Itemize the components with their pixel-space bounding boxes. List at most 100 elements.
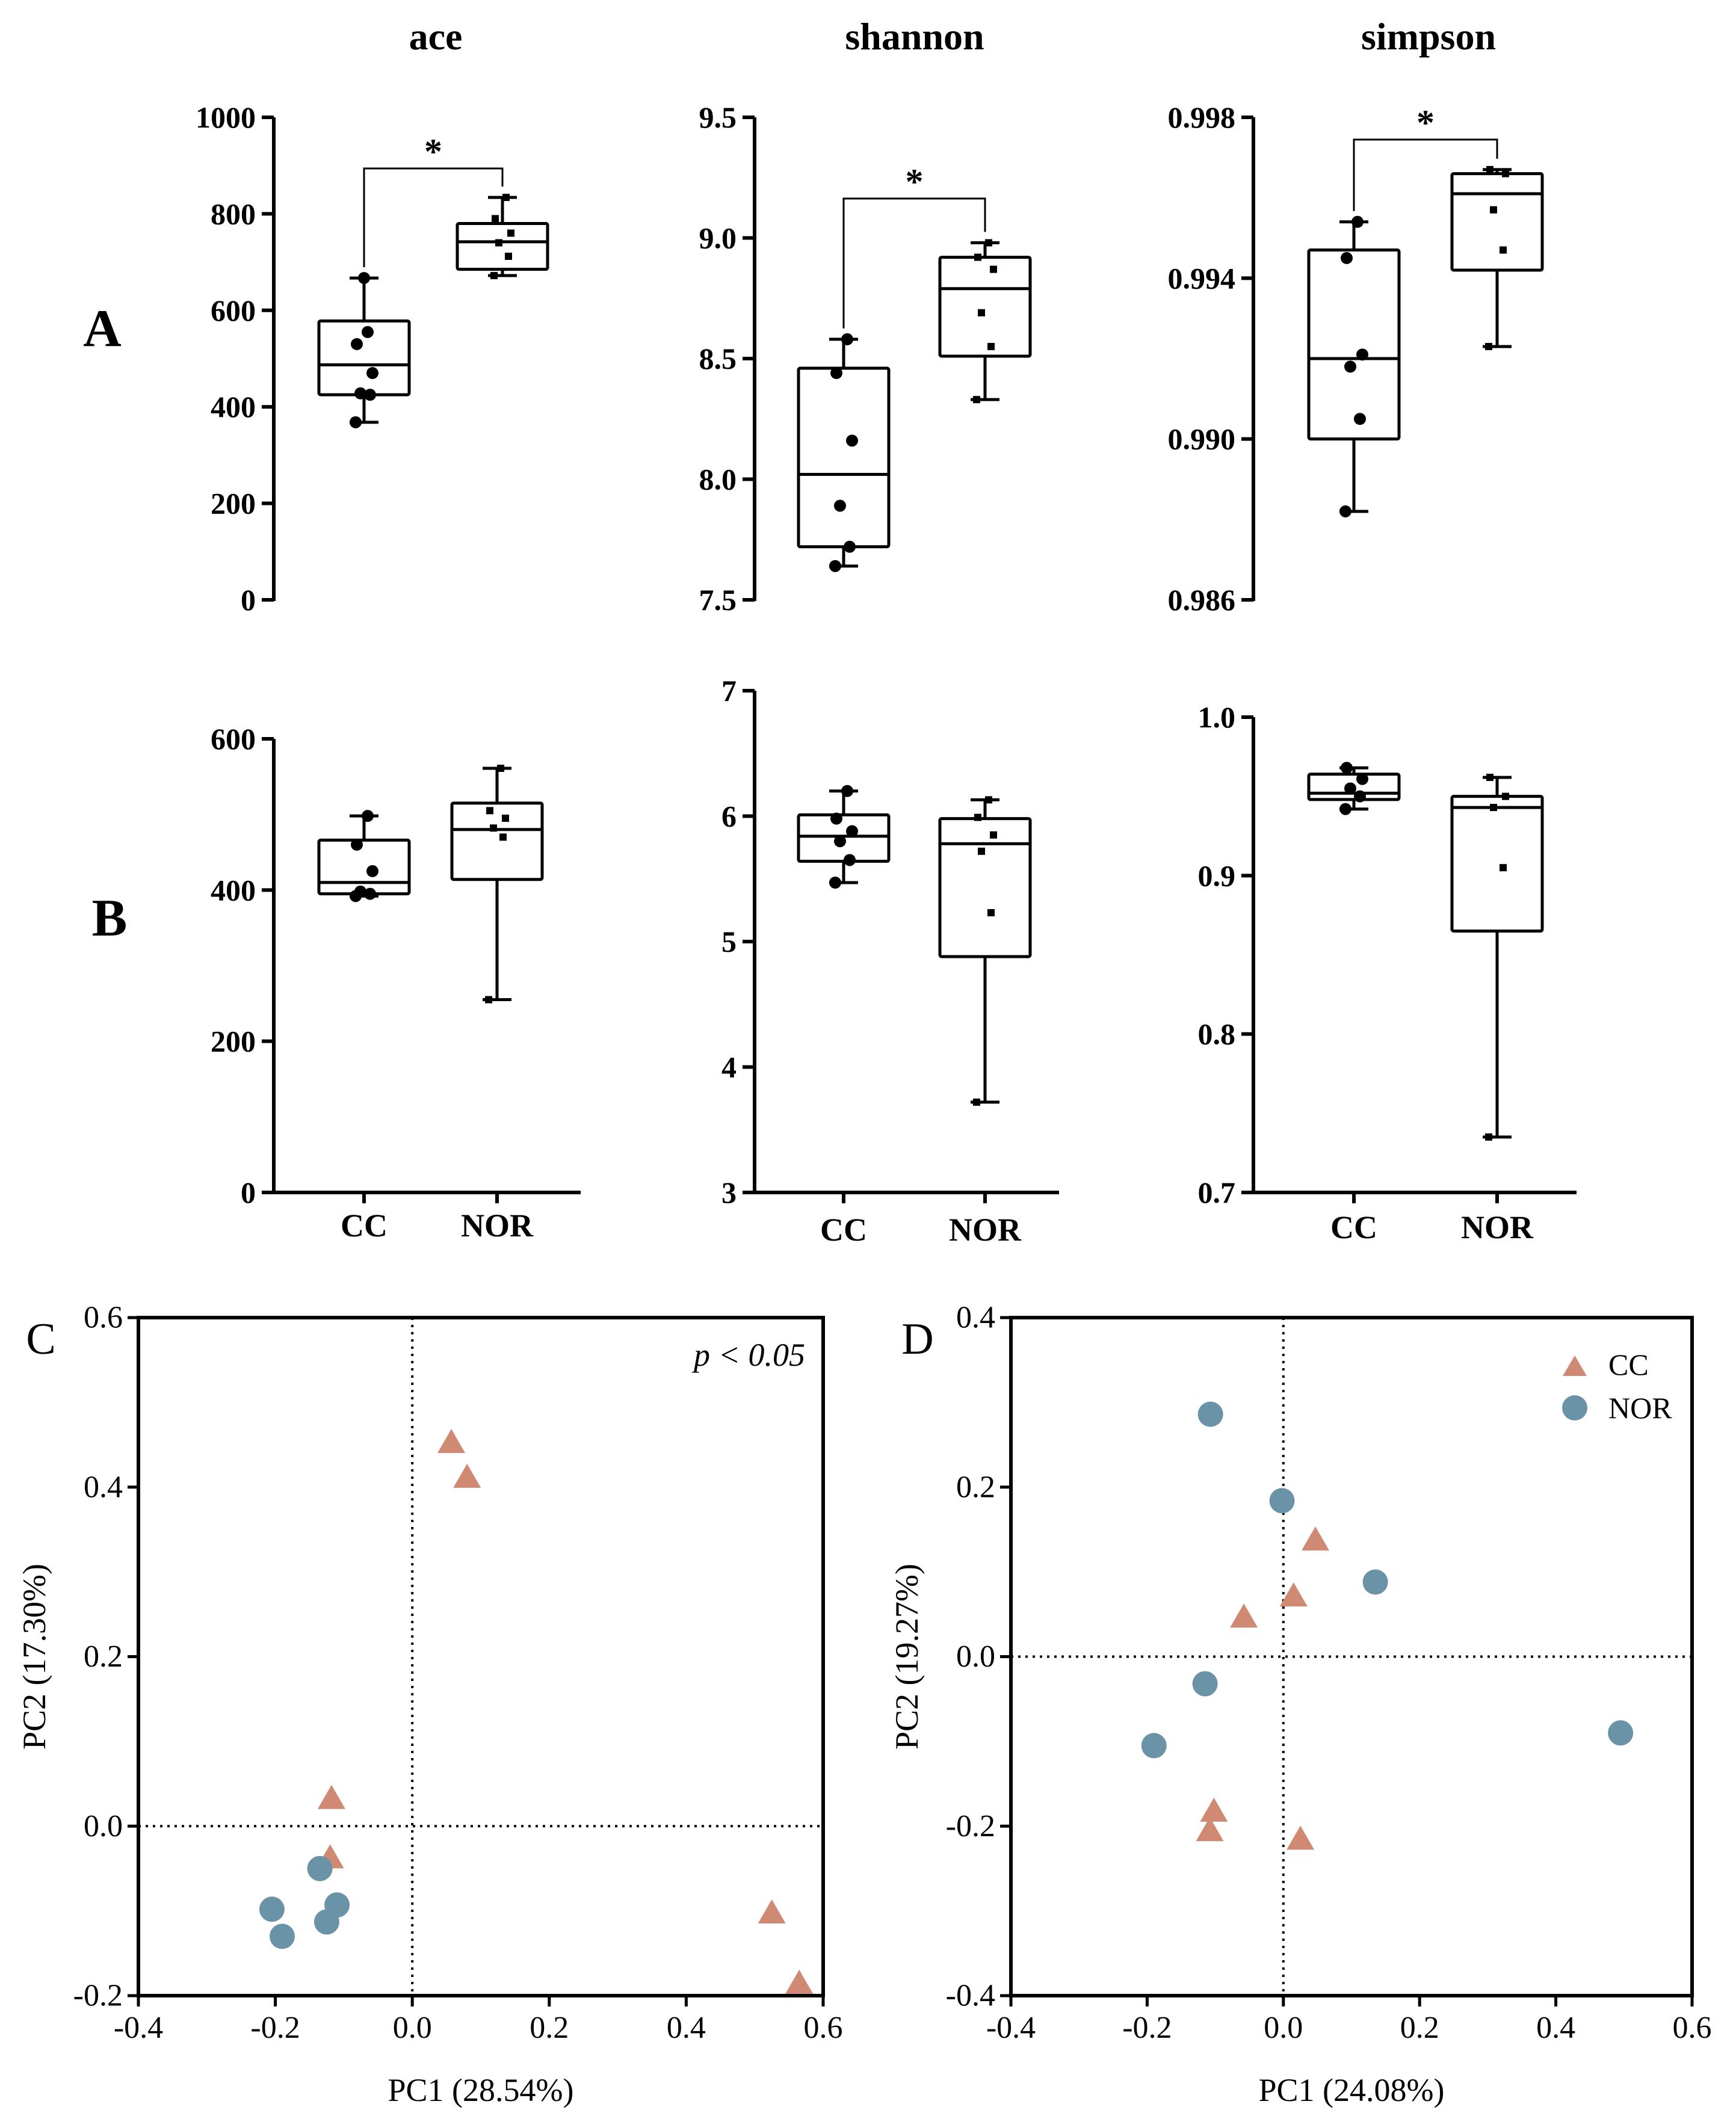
data-point-cc [830,812,842,825]
x-tick-label: 0.0 [1264,2011,1303,2045]
point-cc-triangle [317,1784,345,1809]
point-cc-triangle [758,1899,786,1923]
data-point-nor [1500,246,1507,254]
category-label: NOR [1461,1209,1534,1245]
data-point-nor [974,813,981,821]
data-point-nor [485,996,492,1004]
panel-label-a: A [83,300,122,358]
significance-star: * [1416,103,1435,143]
panel-label-d: D [901,1315,933,1364]
legend-nor-label: NOR [1608,1391,1672,1425]
y-tick-label: 0.990 [1168,422,1236,456]
data-point-nor [987,909,995,917]
y-tick-label: 0.8 [1198,1017,1236,1051]
significance-bracket [1353,138,1498,211]
data-point-cc [358,272,370,285]
point-cc-triangle [1196,1817,1224,1842]
pcoa-plot-c: -0.4 -0.2 0.0 0.2 0.4 0.6-0.20.00.20.40.6PC1 … [16,1301,843,2109]
y-tick-label: 8.0 [699,463,737,496]
data-point-cc [841,785,853,797]
data-point-cc [1354,790,1366,803]
data-point-nor [1500,864,1507,872]
data-point-cc [1344,360,1356,373]
data-point-cc [364,887,376,900]
data-point-nor [1486,165,1494,173]
x-tick-label: 0.6 [804,2011,843,2045]
data-point-cc [364,389,376,401]
data-point-cc [351,338,363,350]
panel-label-c: C [26,1315,55,1364]
data-point-nor [1502,792,1509,800]
point-cc-triangle [1230,1603,1258,1628]
panel-label-b: B [92,889,128,948]
y-tick-label: 0.2 [956,1470,995,1504]
y-tick-label: 8.5 [699,342,737,375]
category-label: CC [341,1208,388,1244]
x-tick-label: 0.4 [1536,2011,1575,2045]
box-nor [1450,172,1544,272]
data-point-nor [987,342,995,350]
data-point-nor [505,252,512,260]
data-point-cc [1354,413,1366,425]
category-label: NOR [461,1208,534,1244]
pcoa-plot-d: -0.4 -0.2 0.0 0.2 0.4 0.6 -0.4 -0.2 0.0 0.2 0.4 PC1… [889,1301,1712,2109]
y-tick-label: 0.986 [1168,583,1236,617]
box-cc [797,813,891,863]
data-point-cc [362,810,374,822]
data-point-cc [846,434,858,447]
data-point-cc [1339,803,1351,815]
point-nor-circle [1192,1671,1218,1697]
data-point-cc [1341,251,1353,264]
data-point-cc [366,367,378,380]
x-axis-label: PC1 (28.54%) [388,2072,574,2108]
box-cc [797,366,891,549]
point-nor-circle [1608,1720,1634,1746]
category-label: NOR [949,1212,1022,1248]
boxplot-b-shannon: CC NOR 3 4 5 6 7 [721,674,1059,1248]
significance-bracket [363,167,504,268]
box-cc [1307,773,1401,801]
data-point-nor [507,229,514,237]
data-point-cc [844,540,856,553]
data-point-nor [973,1098,980,1106]
point-nor-circle [1362,1569,1388,1595]
data-point-cc [362,325,374,338]
y-tick-label: 400 [211,390,256,424]
y-tick-label: -0.2 [946,1809,995,1843]
data-point-cc [366,865,378,877]
point-cc-triangle [785,1969,814,1994]
title-shannon: shannon [845,15,984,58]
boxplot-a-ace: 0 200 400 600 800 1000 * [196,100,549,617]
title-ace: ace [409,15,463,58]
x-tick-label: 0.6 [1673,2011,1712,2045]
point-nor-circle [1197,1401,1223,1427]
y-axis-label: PC2 (17.30%) [16,1564,52,1750]
point-cc-triangle [1302,1526,1330,1551]
category-label: CC [820,1212,867,1248]
boxplot-a-simpson: 0.986 0.990 0.994 0.998 * [1168,100,1544,617]
data-point-cc [1351,215,1364,228]
y-tick-label: 0.2 [84,1639,123,1674]
y-tick-label: 0.0 [84,1809,123,1843]
data-point-cc [829,560,841,572]
data-point-nor [1485,342,1492,350]
x-tick-label: -0.4 [114,2011,163,2045]
y-tick-label: 0.6 [84,1301,123,1335]
y-axis-label: PC2 (19.27%) [889,1564,925,1750]
data-point-cc [1339,505,1351,517]
point-nor-circle [1141,1733,1167,1759]
boxplot-b-simpson: CC NOR 0.7 0.8 0.9 1.0 [1198,700,1577,1245]
legend-nor-marker [1562,1395,1587,1420]
x-tick-label: 0.2 [530,2011,569,2045]
box-nor [938,256,1032,358]
point-cc-triangle [1279,1582,1308,1607]
legend-cc-label: CC [1608,1348,1649,1381]
title-simpson: simpson [1361,15,1496,58]
data-point-cc [1344,782,1356,795]
box-nor [456,221,549,271]
y-tick-label: 4 [721,1050,737,1084]
y-tick-label: 0.998 [1168,100,1236,134]
point-cc-triangle [453,1463,481,1488]
significance-bracket [842,197,986,328]
